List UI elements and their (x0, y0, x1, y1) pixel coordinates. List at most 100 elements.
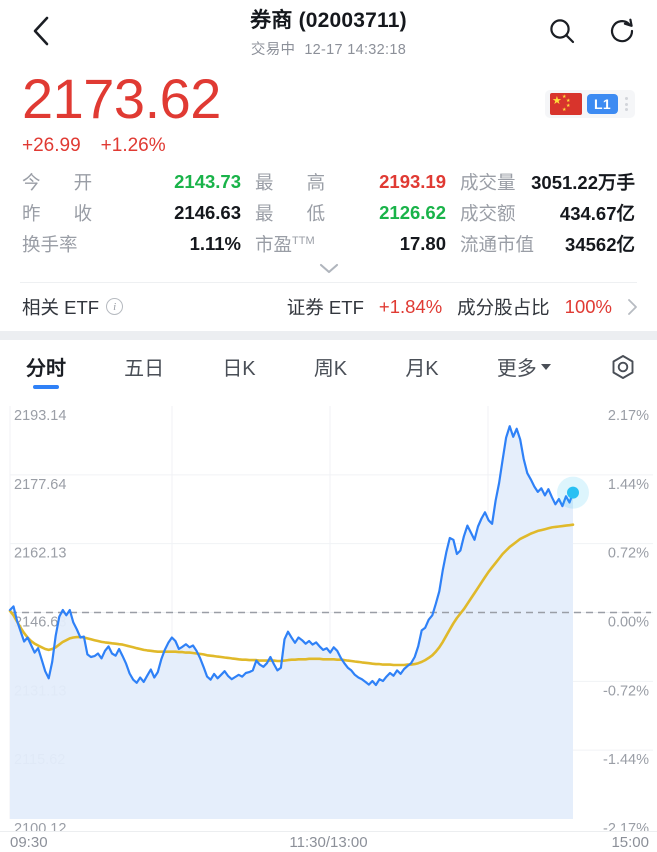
last-price: 2173.62 (22, 67, 221, 130)
stats-grid: 今 开 2143.73 最 高 2193.19 成交量 3051.22万手 昨 … (0, 156, 657, 260)
market-badges[interactable]: ★ ★ ★ ★ ★ L1 (545, 90, 635, 118)
section-divider (20, 281, 637, 283)
section-gap (0, 330, 657, 340)
caret-down-icon (540, 363, 551, 370)
stat-volume: 成交量 3051.22万手 (460, 169, 635, 195)
stats-row: 今 开 2143.73 最 高 2193.19 成交量 3051.22万手 (22, 167, 635, 198)
stat-label: 今 开 (22, 172, 107, 194)
refresh-button[interactable] (605, 14, 639, 48)
svg-text:2100.12: 2100.12 (14, 821, 66, 831)
stat-prev-close: 昨 收 2146.63 (22, 200, 255, 226)
etf-share-value: 100% (564, 295, 612, 317)
market-status-line: 交易中 12-17 14:32:18 (251, 38, 406, 59)
tab-daily-k[interactable]: 日K (222, 340, 255, 394)
stat-label: 市盈TTM (255, 234, 315, 256)
etf-name: 证券 ETF (286, 296, 364, 318)
tab-weekly-k[interactable]: 周K (314, 340, 347, 394)
etf-change-percent: +1.84% (378, 295, 443, 317)
svg-text:1.44%: 1.44% (608, 477, 649, 493)
etf-share-label: 成分股占比 (457, 296, 550, 318)
stats-row: 换手率 1.11% 市盈TTM 17.80 流通市值 34562亿 (22, 229, 635, 260)
time-tick-open: 09:30 (10, 833, 48, 851)
tab-five-day[interactable]: 五日 (124, 340, 164, 394)
chart-time-axis: 09:30 11:30/13:00 15:00 (0, 830, 657, 852)
china-flag-icon: ★ ★ ★ ★ ★ (550, 93, 583, 115)
tab-intraday[interactable]: 分时 (26, 340, 66, 394)
stat-label: 昨 收 (22, 203, 107, 225)
stat-label: 流通市值 (460, 234, 535, 256)
stat-label: 成交量 (460, 172, 516, 194)
stat-open: 今 开 2143.73 (22, 169, 255, 195)
market-status: 交易中 (250, 42, 296, 58)
stats-row: 昨 收 2146.63 最 低 2126.62 成交额 434.67亿 (22, 198, 635, 229)
price-change-row: +26.99 +1.26% (22, 135, 221, 157)
svg-text:2193.14: 2193.14 (14, 408, 66, 424)
tab-label: 五日 (124, 358, 165, 381)
svg-text:2162.13: 2162.13 (14, 545, 66, 561)
quote-timestamp: 12-17 14:32:18 (304, 42, 407, 58)
stat-value: 2143.73 (174, 171, 241, 193)
stat-value: 2126.62 (379, 202, 446, 224)
time-tick-close: 15:00 (611, 833, 649, 851)
stat-label: 最 高 (255, 172, 340, 194)
stat-value: 34562亿 (565, 234, 635, 256)
chevron-left-icon (33, 16, 49, 46)
back-button[interactable] (18, 8, 64, 54)
svg-text:-0.72%: -0.72% (603, 683, 649, 699)
stat-label: 最 低 (255, 203, 340, 225)
app-header: 券商 (02003711) 交易中 12-17 14:32:18 (0, 0, 657, 62)
related-etf-row[interactable]: 相关 ETF i 证券 ETF +1.84% 成分股占比 100% (0, 282, 657, 331)
quote-level-badge: L1 (587, 94, 618, 114)
settings-hex-icon (612, 354, 634, 379)
chevron-right-icon (628, 298, 637, 315)
quote-card: 2173.62 +26.99 +1.26% ★ ★ ★ ★ ★ L1 (0, 62, 657, 157)
page-title: 券商 (02003711) (250, 9, 407, 32)
time-tick-mid: 11:30/13:00 (289, 833, 368, 851)
stat-turnover-rate: 换手率 1.11% (22, 231, 255, 257)
expand-stats-button[interactable] (0, 259, 657, 282)
price-change-percent: +1.26% (100, 134, 166, 156)
related-etf-values: 证券 ETF +1.84% 成分股占比 100% (287, 294, 639, 320)
tab-monthly-k[interactable]: 月K (405, 340, 438, 394)
search-icon (550, 19, 575, 44)
related-etf-label: 相关 ETF (22, 296, 100, 318)
tab-label: 周K (313, 358, 348, 381)
svg-text:2.17%: 2.17% (608, 408, 649, 424)
price-change: +26.99 (22, 134, 81, 156)
vertical-dots-icon[interactable] (623, 97, 630, 111)
stat-float-market-cap: 流通市值 34562亿 (460, 231, 635, 257)
info-icon[interactable]: i (106, 298, 124, 316)
svg-text:0.72%: 0.72% (608, 545, 649, 561)
tab-label: 日K (222, 358, 256, 381)
svg-text:-1.44%: -1.44% (603, 752, 649, 768)
chart-settings-button[interactable] (609, 340, 637, 394)
stat-value: 17.80 (399, 233, 446, 255)
stat-label: 成交额 (460, 203, 516, 225)
svg-text:-2.17%: -2.17% (603, 821, 649, 831)
stat-value: 2146.63 (174, 202, 241, 224)
stat-pe-ttm: 市盈TTM 17.80 (255, 231, 460, 257)
search-button[interactable] (545, 14, 579, 48)
stat-value: 2193.19 (379, 171, 446, 193)
tab-label: 月K (405, 358, 439, 381)
stat-turnover-amount: 成交额 434.67亿 (460, 200, 635, 226)
stat-superscript: TTM (292, 235, 315, 248)
header-actions (545, 14, 639, 48)
chevron-down-icon (319, 263, 338, 273)
svg-text:2177.64: 2177.64 (14, 477, 66, 493)
stat-low: 最 低 2126.62 (255, 200, 460, 226)
tab-label: 分时 (26, 358, 66, 381)
tab-label: 更多 (496, 358, 537, 381)
chart-tabbar: 分时 五日 日K 周K 月K 更多 (0, 339, 657, 394)
svg-text:0.00%: 0.00% (608, 614, 649, 630)
tab-more[interactable]: 更多 (497, 340, 551, 394)
intraday-chart[interactable]: 2193.14 2.17% 2177.64 1.44% 2162.13 0.72% 2146… (0, 393, 657, 831)
svg-text:2146.63: 2146.63 (14, 614, 66, 630)
stat-value: 3051.22万手 (531, 172, 635, 194)
stat-value: 1.11% (189, 233, 241, 255)
refresh-icon (610, 18, 634, 43)
price-row: 2173.62 +26.99 +1.26% ★ ★ ★ ★ ★ L1 (22, 67, 635, 157)
stat-label: 换手率 (22, 234, 78, 256)
chart-canvas: 2193.14 2.17% 2177.64 1.44% 2162.13 0.72% 2146… (8, 405, 653, 831)
stat-value: 434.67亿 (559, 203, 635, 225)
